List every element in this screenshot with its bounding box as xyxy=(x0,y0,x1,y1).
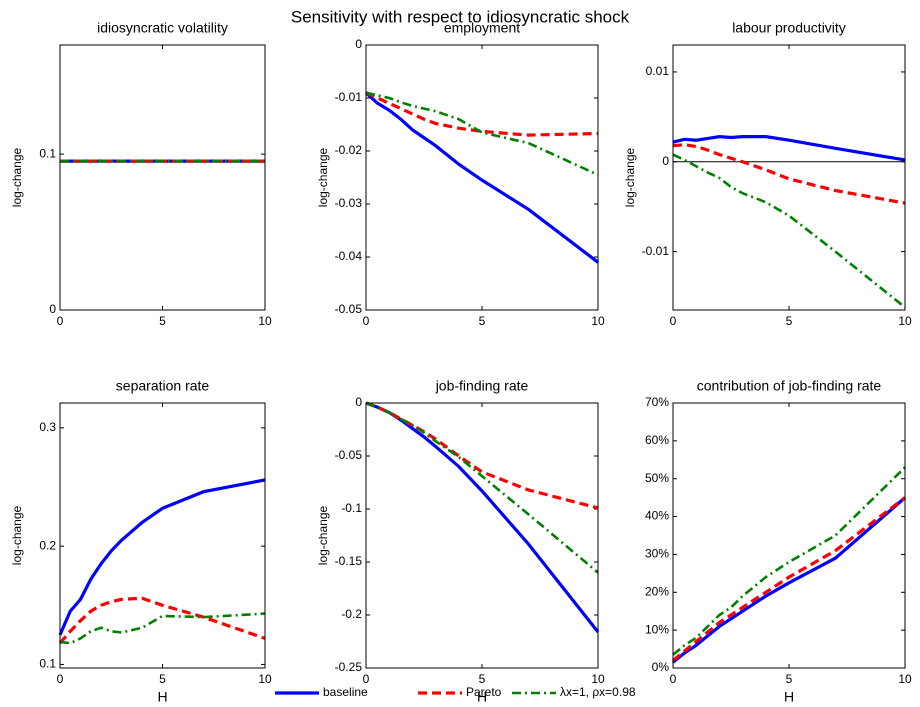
y-tick-label: 0 xyxy=(355,395,362,409)
y-tick-label: 0.1 xyxy=(39,657,56,671)
y-tick-label: 40% xyxy=(645,509,669,523)
subplot-title: contribution of job-finding rate xyxy=(697,378,882,394)
series-line xyxy=(672,135,906,162)
y-tick-label: -0.1 xyxy=(341,501,362,515)
y-tick-label: 10% xyxy=(645,622,669,636)
subplot: job-finding rate log-change H 0 5 10 -0.25 -0.2… xyxy=(316,378,605,705)
subplot-title: employment xyxy=(444,20,520,36)
series-line xyxy=(58,478,266,636)
subplot: separation rate log-change H 0 5 10 0.1 0.2 0.3 xyxy=(10,378,272,705)
y-tick-label: 0 xyxy=(355,37,362,51)
series-line xyxy=(364,91,599,264)
x-tick-label: 5 xyxy=(479,314,486,328)
y-tick-label: 0.2 xyxy=(39,538,56,552)
subplot: labour productivity log-change 0 5 10 -0.01 0 0… xyxy=(623,20,912,328)
series-line xyxy=(671,496,907,664)
axes-frame xyxy=(59,402,266,669)
x-tick-label: 0 xyxy=(363,672,370,686)
axes-frame xyxy=(365,44,599,311)
y-axis-label: log-change xyxy=(316,505,330,565)
y-tick-label: -0.02 xyxy=(335,143,363,157)
legend-label: baseline xyxy=(323,685,368,699)
y-axis-label: log-change xyxy=(10,147,24,207)
x-tick-label: 0 xyxy=(670,672,677,686)
plot-area xyxy=(60,403,265,668)
y-tick-label: 30% xyxy=(645,547,669,561)
x-tick-label: 5 xyxy=(159,672,166,686)
subplot-title: separation rate xyxy=(116,378,210,394)
axes-frame xyxy=(59,44,266,311)
series-line xyxy=(672,466,906,656)
y-axis-label: log-change xyxy=(316,147,330,207)
plot-area xyxy=(673,45,905,310)
subplot: employment log-change 0 5 10 -0.05 -0.04 -0.03 -… xyxy=(316,20,605,328)
y-tick-label: -0.03 xyxy=(335,196,363,210)
axes-frame xyxy=(672,44,906,311)
series-line xyxy=(58,596,266,645)
plot-area xyxy=(673,403,905,668)
series-line xyxy=(672,153,906,309)
y-tick-label: 20% xyxy=(645,584,669,598)
y-tick-label: 50% xyxy=(645,471,669,485)
y-tick-label: -0.01 xyxy=(642,244,670,258)
y-tick-label: 0 xyxy=(49,302,56,316)
y-tick-label: -0.05 xyxy=(335,448,363,462)
series-line xyxy=(365,401,599,574)
x-tick-label: 0 xyxy=(57,672,64,686)
x-axis-label: H xyxy=(477,689,487,705)
series-line xyxy=(365,91,599,177)
y-tick-label: -0.05 xyxy=(335,302,363,316)
y-tick-label: -0.2 xyxy=(341,607,362,621)
y-tick-label: 0.01 xyxy=(646,64,670,78)
x-tick-label: 0 xyxy=(57,314,64,328)
x-tick-label: 10 xyxy=(898,672,912,686)
y-tick-label: 0% xyxy=(652,660,670,674)
y-tick-label: -0.01 xyxy=(335,90,363,104)
y-tick-label: -0.04 xyxy=(335,249,363,263)
x-tick-label: 5 xyxy=(786,314,793,328)
y-tick-label: 60% xyxy=(645,433,669,447)
y-axis-label: log-change xyxy=(10,505,24,565)
legend-label: Pareto xyxy=(466,685,502,699)
x-tick-label: 5 xyxy=(786,672,793,686)
axes-frame xyxy=(672,402,906,669)
y-tick-label: 0.1 xyxy=(39,146,56,160)
subplot: idiosyncratic volatility log-change 0 5 10 0 0… xyxy=(10,20,272,328)
series-line xyxy=(672,143,906,205)
x-tick-label: 10 xyxy=(591,672,605,686)
y-tick-label: -0.25 xyxy=(335,660,363,674)
y-tick-label: 0.3 xyxy=(39,420,56,434)
y-tick-label: -0.15 xyxy=(335,554,363,568)
axes-frame xyxy=(365,402,599,669)
x-tick-label: 0 xyxy=(670,314,677,328)
x-tick-label: 10 xyxy=(591,314,605,328)
x-tick-label: 0 xyxy=(363,314,370,328)
x-axis-label: H xyxy=(784,689,794,705)
x-axis-label: H xyxy=(157,689,167,705)
subplot-title: labour productivity xyxy=(732,20,846,36)
x-tick-label: 10 xyxy=(258,314,272,328)
x-tick-label: 5 xyxy=(479,672,486,686)
x-tick-label: 5 xyxy=(159,314,166,328)
y-tick-label: 70% xyxy=(645,395,669,409)
series-line xyxy=(365,91,599,137)
subplot-title: job-finding rate xyxy=(435,378,529,394)
plot-area xyxy=(366,403,598,668)
x-tick-label: 10 xyxy=(258,672,272,686)
legend-label: λx=1, ρx=0.98 xyxy=(560,685,636,699)
figure-title: Sensitivity with respect to idiosyncrati… xyxy=(291,7,630,26)
y-tick-label: 0 xyxy=(662,154,669,168)
y-axis-label: log-change xyxy=(623,147,637,207)
series-line xyxy=(671,496,906,662)
subplot: contribution of job-finding rate H 0 5 10 0% 1… xyxy=(645,378,912,705)
plot-area xyxy=(60,45,265,310)
plot-area xyxy=(366,45,598,310)
x-tick-label: 10 xyxy=(898,314,912,328)
subplot-title: idiosyncratic volatility xyxy=(97,20,228,36)
